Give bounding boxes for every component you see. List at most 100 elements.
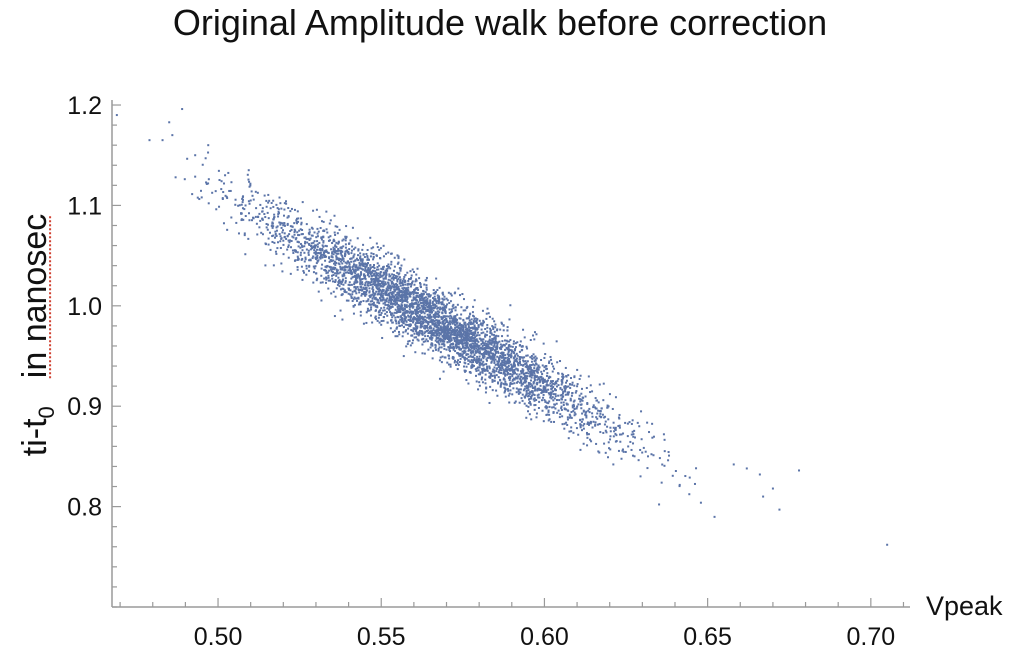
data-point bbox=[525, 416, 528, 419]
data-point bbox=[542, 393, 545, 396]
data-point bbox=[369, 294, 372, 297]
data-point bbox=[379, 276, 382, 279]
data-point bbox=[510, 352, 513, 355]
data-point bbox=[443, 319, 446, 322]
data-point bbox=[445, 332, 448, 335]
data-point bbox=[462, 309, 465, 312]
data-point bbox=[280, 207, 283, 210]
data-point bbox=[542, 382, 545, 385]
data-point bbox=[408, 294, 411, 297]
data-point bbox=[378, 264, 381, 267]
data-point bbox=[524, 360, 527, 363]
data-point bbox=[458, 322, 461, 325]
data-point bbox=[194, 154, 197, 157]
data-point bbox=[472, 355, 475, 358]
data-point bbox=[424, 308, 427, 311]
data-point bbox=[404, 319, 407, 322]
data-point bbox=[387, 305, 390, 308]
data-point bbox=[321, 249, 324, 252]
data-point bbox=[434, 292, 437, 295]
data-point bbox=[320, 220, 323, 223]
data-point bbox=[334, 245, 337, 248]
data-point bbox=[264, 216, 267, 219]
data-point bbox=[324, 249, 327, 252]
data-point bbox=[340, 282, 343, 285]
data-point bbox=[506, 356, 509, 359]
data-point bbox=[385, 274, 388, 277]
data-point bbox=[575, 407, 578, 410]
data-point bbox=[567, 437, 570, 440]
data-point bbox=[471, 311, 474, 314]
data-point bbox=[371, 300, 374, 303]
data-point bbox=[512, 342, 515, 345]
data-point bbox=[297, 234, 300, 237]
data-point bbox=[474, 344, 477, 347]
data-point bbox=[552, 406, 555, 409]
data-point bbox=[406, 271, 409, 274]
data-point bbox=[464, 326, 467, 329]
data-point bbox=[394, 274, 397, 277]
data-point bbox=[475, 338, 478, 341]
data-point bbox=[564, 399, 567, 402]
data-point bbox=[351, 276, 354, 279]
data-point bbox=[319, 256, 322, 259]
data-point bbox=[414, 318, 417, 321]
data-point bbox=[528, 367, 531, 370]
data-point bbox=[369, 255, 372, 258]
data-point bbox=[543, 366, 546, 369]
data-point bbox=[414, 323, 417, 326]
data-point bbox=[341, 287, 344, 290]
data-point bbox=[341, 274, 344, 277]
data-point bbox=[487, 356, 490, 359]
data-point bbox=[329, 219, 332, 222]
data-point bbox=[541, 364, 544, 367]
data-point bbox=[530, 379, 533, 382]
data-point bbox=[364, 291, 367, 294]
data-point bbox=[494, 335, 497, 338]
data-point bbox=[415, 317, 418, 320]
data-point bbox=[511, 375, 514, 378]
data-point bbox=[462, 333, 465, 336]
data-point bbox=[394, 276, 397, 279]
data-point bbox=[513, 349, 516, 352]
data-point bbox=[318, 241, 321, 244]
data-point bbox=[480, 347, 483, 350]
data-point bbox=[367, 298, 370, 301]
data-point bbox=[484, 382, 487, 385]
data-point bbox=[472, 339, 475, 342]
data-point bbox=[429, 305, 432, 308]
data-point bbox=[513, 365, 516, 368]
data-point bbox=[506, 353, 509, 356]
data-point bbox=[465, 306, 468, 309]
data-point bbox=[589, 421, 592, 424]
data-point bbox=[581, 412, 584, 415]
data-point bbox=[397, 307, 400, 310]
data-point bbox=[523, 402, 526, 405]
data-point bbox=[484, 373, 487, 376]
data-point bbox=[667, 459, 670, 462]
data-point bbox=[525, 345, 528, 348]
data-point bbox=[409, 318, 412, 321]
data-point bbox=[377, 274, 380, 277]
data-point bbox=[340, 294, 343, 297]
data-point bbox=[313, 240, 316, 243]
data-point bbox=[455, 334, 458, 337]
y-tick-label: 1.2 bbox=[67, 92, 102, 120]
data-point bbox=[424, 306, 427, 309]
data-point bbox=[531, 369, 534, 372]
data-point bbox=[257, 216, 260, 219]
data-point bbox=[429, 294, 432, 297]
data-point bbox=[476, 318, 479, 321]
data-point bbox=[411, 312, 414, 315]
data-point bbox=[371, 293, 374, 296]
data-point bbox=[460, 313, 463, 316]
data-point bbox=[354, 266, 357, 269]
data-point bbox=[477, 326, 480, 329]
data-point bbox=[617, 425, 620, 428]
data-point bbox=[554, 407, 557, 410]
data-point bbox=[437, 340, 440, 343]
data-point bbox=[420, 317, 423, 320]
data-point bbox=[416, 286, 419, 289]
data-point bbox=[624, 421, 627, 424]
data-point bbox=[533, 364, 536, 367]
